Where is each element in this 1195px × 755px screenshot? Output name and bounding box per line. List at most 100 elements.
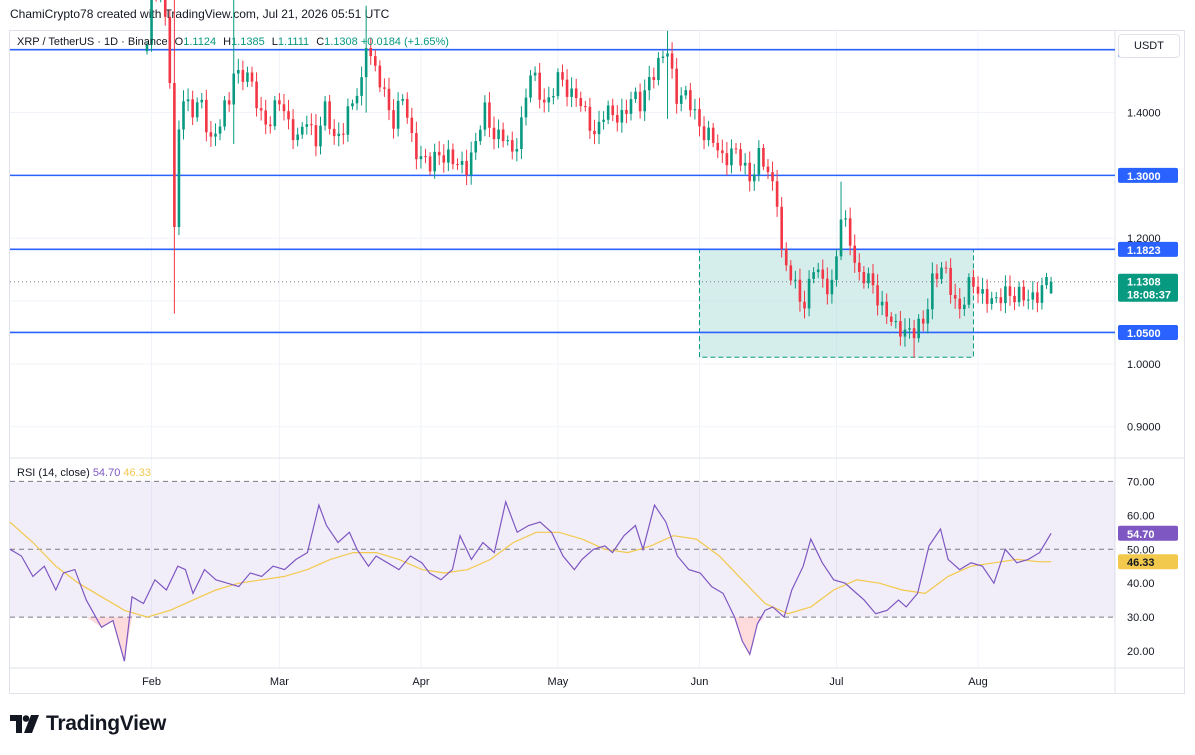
candle-up: [812, 267, 815, 284]
candle-body: [241, 69, 245, 82]
candle-body: [488, 102, 491, 128]
candle-body: [606, 105, 610, 120]
candle-down: [912, 319, 916, 358]
candle-up: [963, 296, 966, 317]
candle-body: [967, 277, 971, 305]
candle-up: [246, 66, 249, 88]
candle-body: [917, 318, 920, 339]
candle-body: [958, 298, 962, 310]
candle-down: [857, 253, 861, 281]
candle-down: [259, 96, 263, 121]
candle-body: [693, 109, 697, 111]
candle-body: [1022, 286, 1025, 301]
candle-down: [611, 98, 615, 122]
candle-body: [999, 297, 1003, 304]
candle-body: [771, 172, 774, 182]
candle-body: [232, 73, 236, 105]
candle-body: [885, 301, 888, 317]
candle-body: [387, 88, 391, 111]
candle-body: [296, 134, 299, 141]
candle-body: [209, 132, 213, 137]
candle-down: [853, 234, 857, 273]
candle-up: [1031, 281, 1035, 310]
candle-down: [291, 109, 295, 150]
candle-up: [707, 120, 710, 147]
candle-down: [976, 276, 980, 304]
candle-down: [1008, 275, 1012, 306]
level-price-tag: 1.1823: [1118, 241, 1178, 257]
candle-down: [953, 283, 957, 309]
symbol-name[interactable]: XRP / TetherUS · 1D · Binance: [17, 36, 168, 48]
candle-body: [730, 148, 733, 166]
candle-down: [935, 264, 939, 288]
candle-body: [305, 124, 309, 127]
candle-up: [602, 111, 605, 130]
candle-up: [182, 90, 185, 140]
chart-attribution: ChamiCrypto78 created with TradingView.c…: [10, 7, 390, 21]
candle-body: [373, 56, 377, 66]
candle-up: [830, 269, 834, 304]
candle-body: [657, 58, 660, 81]
candle-body: [880, 301, 884, 306]
rsi-ma-value-tag-text: 46.33: [1127, 557, 1155, 569]
candle-up: [223, 95, 226, 131]
candle-up: [214, 123, 217, 146]
candle-down: [748, 151, 752, 192]
candle-up: [661, 50, 665, 64]
candle-up: [364, 5, 368, 113]
candle-body: [561, 72, 564, 80]
candle-body: [529, 75, 532, 98]
candle-down: [721, 139, 724, 163]
candle-body: [921, 318, 925, 324]
candle-body: [857, 262, 861, 273]
candle-body: [789, 265, 793, 281]
candle-down: [1022, 280, 1025, 307]
tradingview-logo[interactable]: TradingView: [10, 712, 166, 736]
rsi-label[interactable]: RSI (14, close): [17, 467, 90, 479]
time-tick-label: Jun: [691, 676, 709, 688]
candle-down: [227, 92, 231, 112]
chart-frame: [9, 30, 1185, 694]
rsi-ma-value-tag: 46.33: [1118, 554, 1178, 570]
candle-down: [342, 123, 345, 145]
rsi-value-tag-bg: [1118, 525, 1178, 541]
candle-body: [579, 98, 583, 107]
rsi-tick-label: 20.00: [1127, 646, 1155, 658]
candle-body: [816, 269, 820, 273]
candle-body: [963, 304, 966, 310]
candle-body: [1013, 295, 1016, 303]
candle-up: [807, 270, 811, 317]
level-price-tag-bg: [1118, 241, 1178, 257]
candle-up: [401, 94, 404, 106]
candle-up: [903, 318, 907, 347]
currency-button[interactable]: USDT: [1118, 34, 1180, 58]
candle-down: [442, 144, 446, 173]
rsi-tick-label: 70.00: [1127, 476, 1155, 488]
candle-body: [323, 101, 327, 126]
candle-body: [766, 166, 770, 173]
candle-up: [835, 248, 838, 287]
rsi-tick-label: 40.00: [1127, 578, 1155, 590]
candle-body: [497, 129, 500, 140]
level-price-tag-text: 1.0500: [1127, 328, 1161, 340]
candle-body: [506, 140, 510, 142]
candle-down: [689, 82, 692, 117]
candle-up: [552, 88, 555, 105]
candle-body: [291, 119, 295, 141]
rsi-oversold-fill: [101, 617, 113, 628]
candle-body: [794, 279, 797, 281]
candle-body: [378, 65, 382, 88]
level-price-tag: 1.0500: [1118, 324, 1178, 340]
candle-body: [227, 100, 231, 105]
candle-body: [355, 95, 359, 104]
candle-down: [949, 258, 952, 304]
candle-down: [702, 116, 706, 150]
candle-down: [405, 92, 409, 124]
candle-body: [255, 81, 258, 109]
candle-up: [524, 88, 528, 126]
candle-body: [259, 108, 263, 111]
candle-up: [556, 68, 560, 100]
candle-down: [561, 64, 564, 87]
candle-down: [255, 72, 258, 117]
